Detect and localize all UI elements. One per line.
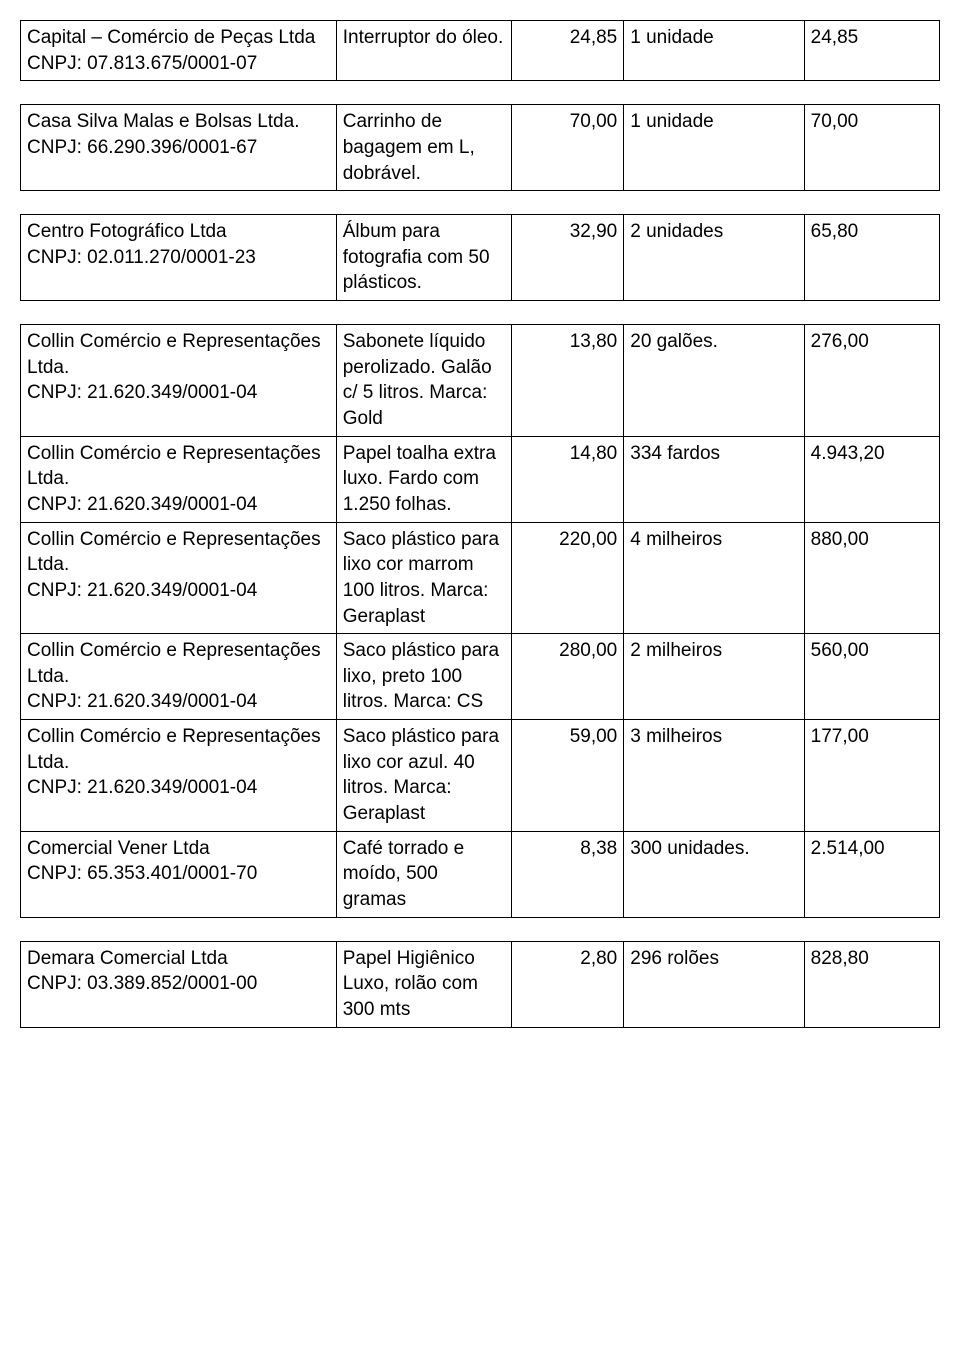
table-row: Demara Comercial LtdaCNPJ: 03.389.852/00…: [21, 941, 940, 1027]
supplier-cell: Casa Silva Malas e Bolsas Ltda.CNPJ: 66.…: [21, 105, 337, 191]
total-cell: 880,00: [804, 522, 939, 634]
price-cell: 280,00: [511, 634, 624, 720]
total-cell: 2.514,00: [804, 831, 939, 917]
group-spacer: [21, 81, 940, 105]
total-cell: 828,80: [804, 941, 939, 1027]
table-row: Collin Comércio e Representações Ltda.CN…: [21, 634, 940, 720]
price-cell: 8,38: [511, 831, 624, 917]
table-row: Comercial Vener LtdaCNPJ: 65.353.401/000…: [21, 831, 940, 917]
supplier-cell: Collin Comércio e Representações Ltda.CN…: [21, 325, 337, 437]
product-cell: Papel toalha extra luxo. Fardo com 1.250…: [336, 436, 511, 522]
product-cell: Saco plástico para lixo cor marrom 100 l…: [336, 522, 511, 634]
table-row: Collin Comércio e Representações Ltda.CN…: [21, 325, 940, 437]
supplier-cell: Comercial Vener LtdaCNPJ: 65.353.401/000…: [21, 831, 337, 917]
price-cell: 32,90: [511, 215, 624, 301]
supplier-cell: Capital – Comércio de Peças LtdaCNPJ: 07…: [21, 21, 337, 81]
quantity-cell: 3 milheiros: [624, 720, 804, 832]
product-cell: Carrinho de bagagem em L, dobrável.: [336, 105, 511, 191]
supplier-cell: Collin Comércio e Representações Ltda.CN…: [21, 634, 337, 720]
supplier-cell: Collin Comércio e Representações Ltda.CN…: [21, 522, 337, 634]
table-row: Collin Comércio e Representações Ltda.CN…: [21, 522, 940, 634]
quantity-cell: 334 fardos: [624, 436, 804, 522]
quantity-cell: 296 rolões: [624, 941, 804, 1027]
product-cell: Sabonete líquido perolizado. Galão c/ 5 …: [336, 325, 511, 437]
product-cell: Álbum para fotografia com 50 plásticos.: [336, 215, 511, 301]
procurement-table: Capital – Comércio de Peças LtdaCNPJ: 07…: [20, 20, 940, 1028]
table-row: Centro Fotográfico LtdaCNPJ: 02.011.270/…: [21, 215, 940, 301]
price-cell: 59,00: [511, 720, 624, 832]
group-spacer: [21, 917, 940, 941]
quantity-cell: 2 milheiros: [624, 634, 804, 720]
price-cell: 220,00: [511, 522, 624, 634]
table-row: Collin Comércio e Representações Ltda.CN…: [21, 720, 940, 832]
total-cell: 70,00: [804, 105, 939, 191]
quantity-cell: 20 galões.: [624, 325, 804, 437]
total-cell: 276,00: [804, 325, 939, 437]
total-cell: 4.943,20: [804, 436, 939, 522]
product-cell: Café torrado e moído, 500 gramas: [336, 831, 511, 917]
product-cell: Saco plástico para lixo, preto 100 litro…: [336, 634, 511, 720]
supplier-cell: Centro Fotográfico LtdaCNPJ: 02.011.270/…: [21, 215, 337, 301]
supplier-cell: Collin Comércio e Representações Ltda.CN…: [21, 436, 337, 522]
product-cell: Interruptor do óleo.: [336, 21, 511, 81]
price-cell: 2,80: [511, 941, 624, 1027]
price-cell: 24,85: [511, 21, 624, 81]
quantity-cell: 4 milheiros: [624, 522, 804, 634]
table-row: Casa Silva Malas e Bolsas Ltda.CNPJ: 66.…: [21, 105, 940, 191]
price-cell: 14,80: [511, 436, 624, 522]
total-cell: 560,00: [804, 634, 939, 720]
product-cell: Saco plástico para lixo cor azul. 40 lit…: [336, 720, 511, 832]
total-cell: 177,00: [804, 720, 939, 832]
group-spacer: [21, 191, 940, 215]
group-spacer: [21, 301, 940, 325]
supplier-cell: Demara Comercial LtdaCNPJ: 03.389.852/00…: [21, 941, 337, 1027]
total-cell: 24,85: [804, 21, 939, 81]
quantity-cell: 2 unidades: [624, 215, 804, 301]
price-cell: 70,00: [511, 105, 624, 191]
price-cell: 13,80: [511, 325, 624, 437]
quantity-cell: 300 unidades.: [624, 831, 804, 917]
quantity-cell: 1 unidade: [624, 105, 804, 191]
supplier-cell: Collin Comércio e Representações Ltda.CN…: [21, 720, 337, 832]
table-row: Capital – Comércio de Peças LtdaCNPJ: 07…: [21, 21, 940, 81]
quantity-cell: 1 unidade: [624, 21, 804, 81]
table-row: Collin Comércio e Representações Ltda.CN…: [21, 436, 940, 522]
total-cell: 65,80: [804, 215, 939, 301]
product-cell: Papel Higiênico Luxo, rolão com 300 mts: [336, 941, 511, 1027]
